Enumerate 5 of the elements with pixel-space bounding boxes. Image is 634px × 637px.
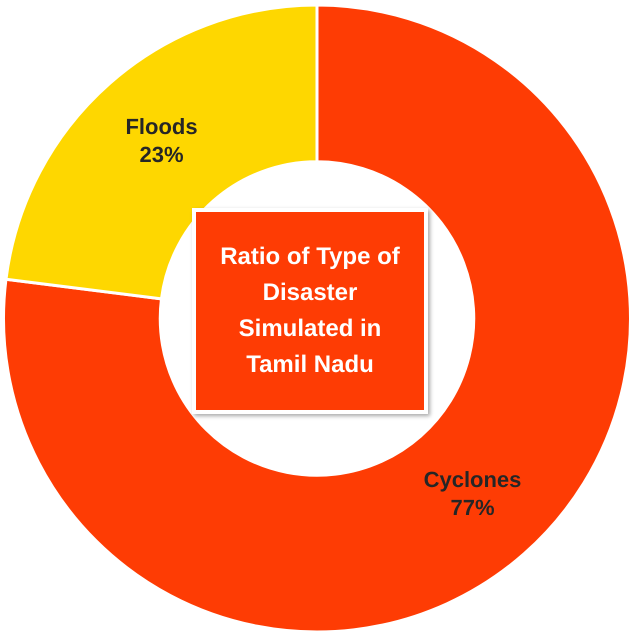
text: Ratio of Type of Disaster Simulated in Tamil Nadu [192,208,428,414]
data-label: 23% [139,142,184,168]
slice-label: Floods [125,114,198,140]
data-label: 77% [450,494,495,520]
slice-label: Cyclones [424,466,522,492]
